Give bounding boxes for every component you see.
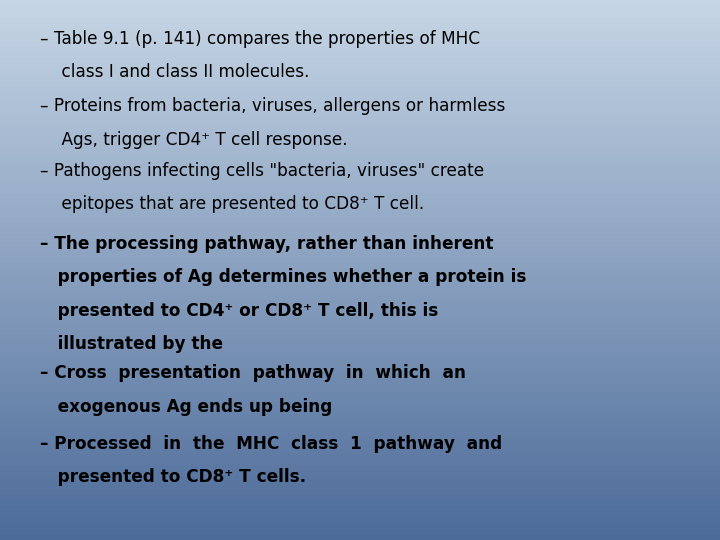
Text: illustrated by the: illustrated by the bbox=[40, 335, 222, 353]
Text: – Processed  in  the  MHC  class  1  pathway  and: – Processed in the MHC class 1 pathway a… bbox=[40, 435, 502, 453]
Text: – Cross  presentation  pathway  in  which  an: – Cross presentation pathway in which an bbox=[40, 364, 466, 382]
Text: epitopes that are presented to CD8⁺ T cell.: epitopes that are presented to CD8⁺ T ce… bbox=[40, 195, 424, 213]
Text: presented to CD8⁺ T cells.: presented to CD8⁺ T cells. bbox=[40, 468, 306, 486]
Text: exogenous Ag ends up being: exogenous Ag ends up being bbox=[40, 398, 332, 416]
Text: – The processing pathway, rather than inherent: – The processing pathway, rather than in… bbox=[40, 235, 493, 253]
Text: – Pathogens infecting cells "bacteria, viruses" create: – Pathogens infecting cells "bacteria, v… bbox=[40, 162, 484, 180]
Text: – Proteins from bacteria, viruses, allergens or harmless: – Proteins from bacteria, viruses, aller… bbox=[40, 97, 505, 115]
Text: presented to CD4⁺ or CD8⁺ T cell, this is: presented to CD4⁺ or CD8⁺ T cell, this i… bbox=[40, 302, 438, 320]
Text: class I and class II molecules.: class I and class II molecules. bbox=[40, 63, 309, 81]
Text: Ags, trigger CD4⁺ T cell response.: Ags, trigger CD4⁺ T cell response. bbox=[40, 131, 347, 149]
Text: – Table 9.1 (p. 141) compares the properties of MHC: – Table 9.1 (p. 141) compares the proper… bbox=[40, 30, 480, 48]
Text: properties of Ag determines whether a protein is: properties of Ag determines whether a pr… bbox=[40, 268, 526, 286]
